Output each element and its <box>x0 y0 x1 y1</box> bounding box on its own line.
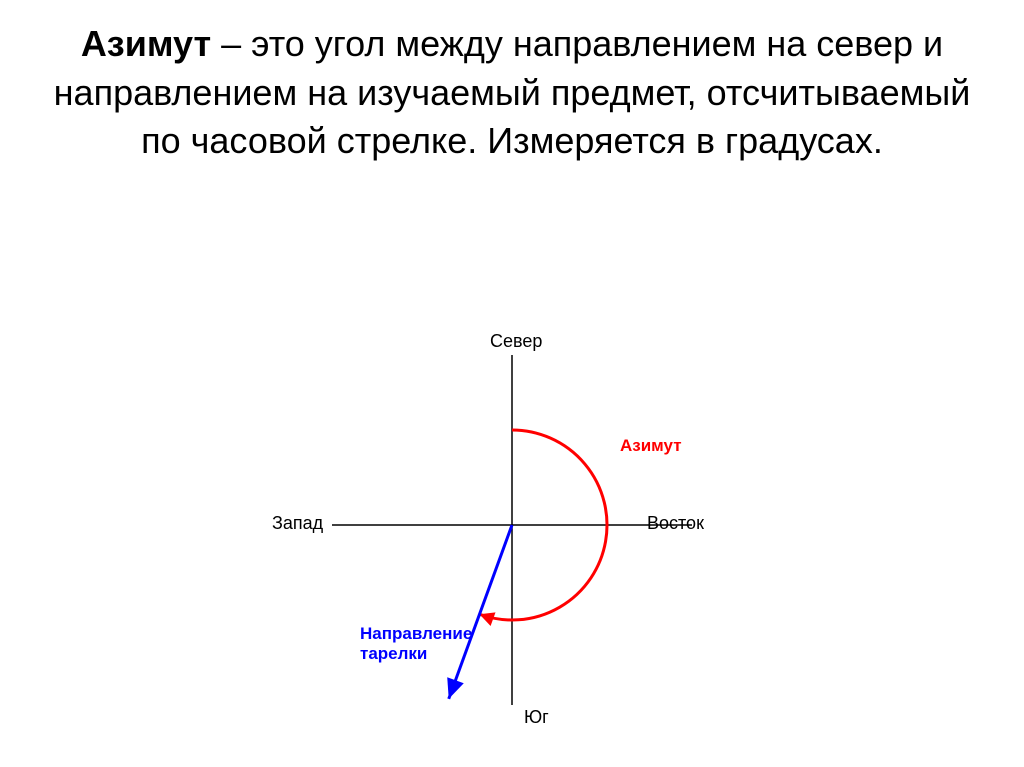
label-east: Восток <box>647 513 704 534</box>
label-west: Запад <box>272 513 323 534</box>
azimuth-diagram: Север Юг Запад Восток Азимут Направление… <box>252 335 772 735</box>
diagram-svg <box>252 335 772 735</box>
label-direction-line2: тарелки <box>360 644 427 663</box>
definition-text: Азимут – это угол между направлением на … <box>52 20 972 166</box>
label-azimuth-arc: Азимут <box>620 436 682 456</box>
label-north: Север <box>490 331 542 352</box>
label-direction: Направление тарелки <box>360 624 472 663</box>
label-south: Юг <box>524 707 549 728</box>
term: Азимут <box>81 23 211 64</box>
label-direction-line1: Направление <box>360 624 472 643</box>
